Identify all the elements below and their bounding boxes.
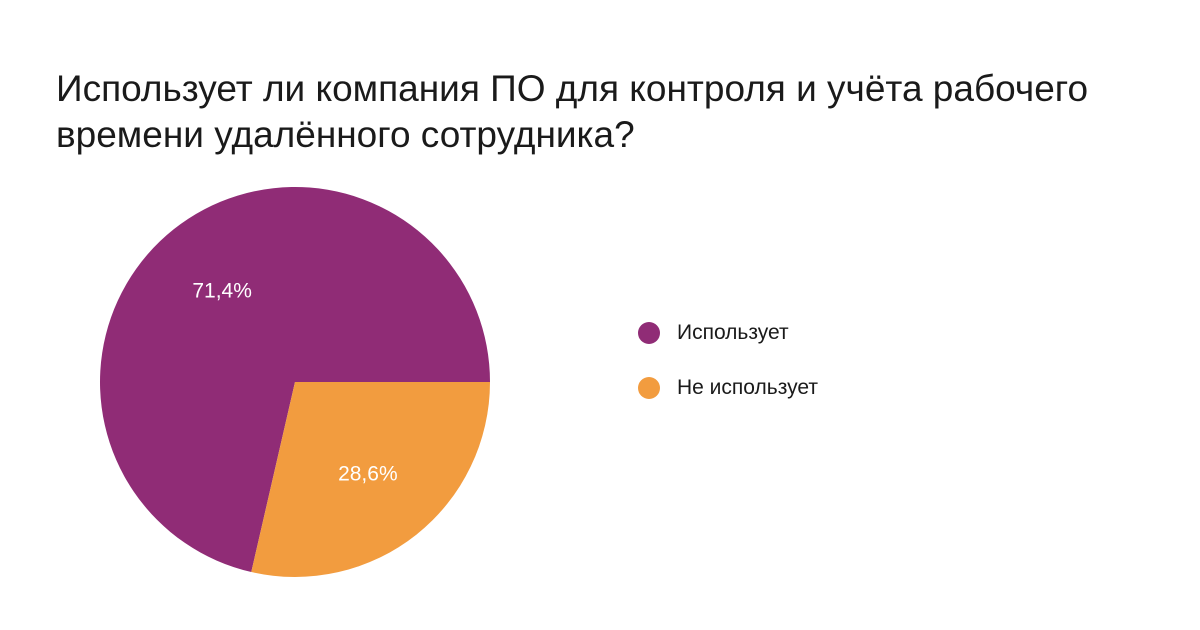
pie-labels: 71,4% 28,6% (192, 279, 397, 485)
legend-label: Использует (677, 321, 789, 344)
legend: Использует Не использует (638, 315, 818, 425)
pie-slice-1 (99, 187, 490, 573)
legend-item: Использует (638, 315, 818, 351)
legend-label: Не использует (677, 376, 818, 399)
pie-slice-2 (251, 382, 490, 577)
legend-swatch-icon (638, 377, 660, 399)
legend-item: Не использует (638, 370, 818, 406)
slice-value-label-1: 71,4% (192, 279, 252, 302)
pie-slices (99, 187, 490, 577)
chart-title: Использует ли компания ПО для контроля и… (56, 68, 1089, 155)
slice-value-label-2: 28,6% (338, 463, 398, 486)
legend-swatch-icon (638, 322, 660, 344)
